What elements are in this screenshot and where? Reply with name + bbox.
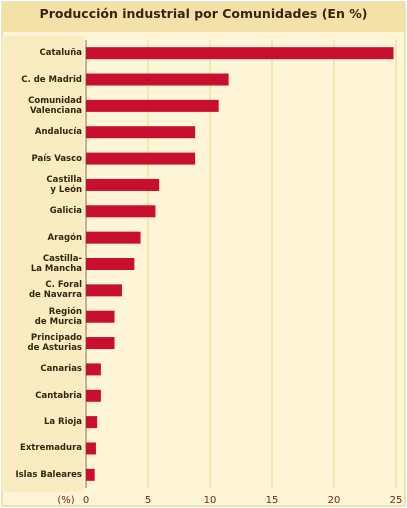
bar (86, 126, 195, 138)
bar (86, 416, 97, 428)
bar (86, 205, 155, 217)
chart-title: Producción industrial por Comunidades (E… (0, 6, 407, 21)
x-tick-label: 10 (204, 495, 217, 506)
y-tick-label: Comunidad Valenciana (0, 96, 82, 116)
y-tick-label: Andalucía (0, 127, 82, 137)
bar (86, 469, 95, 481)
y-tick-label: C. de Madrid (0, 75, 82, 85)
bar (86, 258, 134, 270)
y-tick-label: Principado de Asturias (0, 333, 82, 353)
x-axis-label: (%) (57, 495, 74, 506)
bar (86, 337, 115, 349)
chart: 0 5 10 15 20 25 (%) Producción industrial por … (0, 0, 407, 508)
x-tick-label: 20 (328, 495, 341, 506)
y-tick-label: Castilla y León (0, 175, 82, 195)
bar (86, 442, 96, 454)
bar (86, 311, 115, 323)
y-tick-label: Región de Murcia (0, 307, 82, 327)
y-tick-label: Galicia (0, 206, 82, 216)
x-tick-label: 15 (266, 495, 279, 506)
y-tick-label: La Rioja (0, 417, 82, 427)
bar (86, 153, 195, 165)
y-tick-label: Cantabria (0, 391, 82, 401)
y-tick-label: Islas Baleares (0, 470, 82, 480)
bar (86, 47, 394, 59)
y-tick-label: C. Foral de Navarra (0, 280, 82, 300)
y-tick-label: Extremadura (0, 443, 82, 453)
bar (86, 390, 101, 402)
bar (86, 363, 101, 375)
y-tick-label: Canarias (0, 364, 82, 374)
y-tick-label: País Vasco (0, 154, 82, 164)
bar (86, 284, 122, 296)
x-tick-label: 25 (390, 495, 403, 506)
x-tick-label: 5 (145, 495, 151, 506)
y-tick-label: Castilla- La Mancha (0, 254, 82, 274)
bar (86, 232, 141, 244)
y-tick-label: Aragón (0, 233, 82, 243)
bar (86, 100, 219, 112)
bar (86, 179, 159, 191)
y-tick-label: Cataluña (0, 48, 82, 58)
x-tick-label: 0 (83, 495, 89, 506)
bar (86, 74, 229, 86)
